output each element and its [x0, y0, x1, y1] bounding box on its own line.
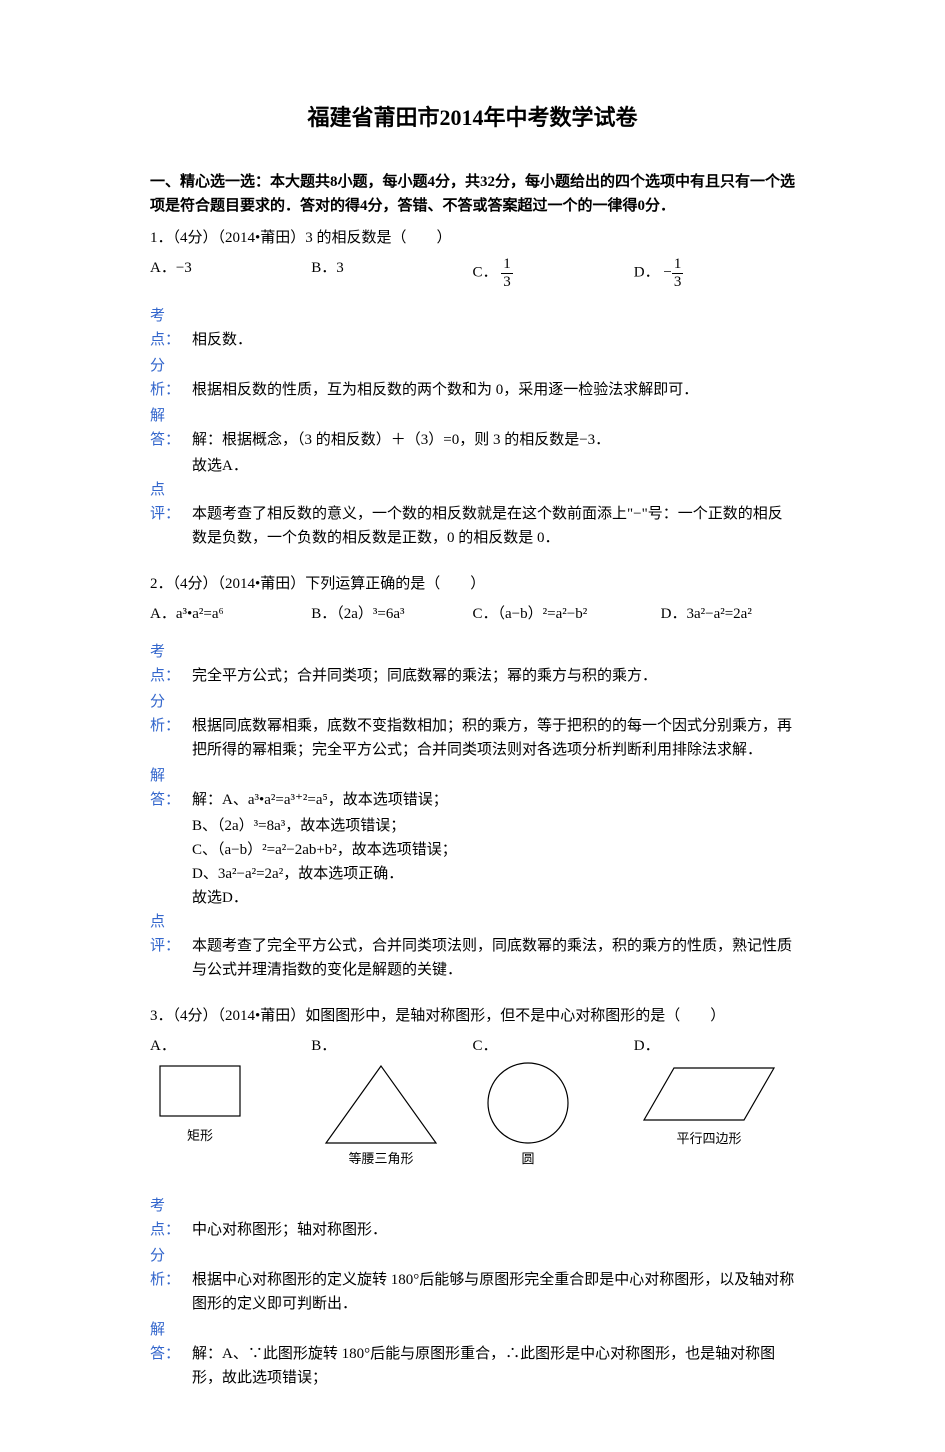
q1-option-b: B．3 [311, 256, 472, 290]
q1-stem: 1．（4分）（2014•莆田）3 的相反数是（ ） [150, 226, 795, 250]
minus-sign: − [663, 265, 671, 281]
q2-stem: 2．（4分）（2014•莆田）下列运算正确的是（ ） [150, 572, 795, 596]
q1-optd-prefix: D． [634, 265, 660, 281]
q2-jieda-line2: B、（2a）³=8a³，故本选项错误； [150, 814, 795, 838]
rectangle-caption: 矩形 [187, 1128, 213, 1143]
q1-fenxi: 分析：根据相反数的性质，互为相反数的两个数和为 0，采用逐一检验法求解即可． [150, 354, 795, 402]
q2-jieda: 解答：解：A、a³•a²=a³⁺²=a⁵，故本选项错误； [150, 764, 795, 812]
kaodian-label: 考点： [150, 304, 192, 352]
q2-option-a: A．a³•a²=a⁶ [150, 602, 311, 626]
triangle-shape-icon: 等腰三角形 [311, 1058, 451, 1168]
jieda-label: 解答： [150, 1318, 192, 1366]
q2-jieda-line4: D、3a²−a²=2a²，故本选项正确． [150, 862, 795, 886]
q3-stem: 3．（4分）（2014•莆田）如图图形中，是轴对称图形，但不是中心对称图形的是（… [150, 1004, 795, 1028]
q2-options: A．a³•a²=a⁶ B．（2a）³=6a³ C．（a−b）²=a²−b² D．… [150, 602, 795, 626]
rectangle-shape-icon: 矩形 [150, 1058, 250, 1148]
q1-option-c: C． 13 [473, 256, 634, 290]
q1-options: A．−3 B．3 C． 13 D． −13 [150, 256, 795, 290]
q3-shape-a: A． 矩形 [150, 1034, 311, 1156]
q3-kaodian: 考点：中心对称图形；轴对称图形． [150, 1194, 795, 1242]
q1-option-a: A．−3 [150, 256, 311, 290]
q3-label-d: D． [634, 1034, 795, 1058]
jieda-label: 解答： [150, 764, 192, 812]
fenxi-label: 分析： [150, 1244, 192, 1292]
q1-kaodian-text: 相反数． [192, 332, 252, 348]
q3-label-a: A． [150, 1034, 311, 1058]
q2-fenxi: 分析：根据同底数幂相乘，底数不变指数相加；积的乘方，等于把积的的每一个因式分别乘… [150, 690, 795, 762]
q1-option-d: D． −13 [634, 256, 795, 290]
circle-caption: 圆 [521, 1151, 534, 1166]
parallelogram-caption: 平行四边形 [676, 1131, 741, 1146]
q2-dianping: 点评：本题考查了完全平方公式，合并同类项法则，同底数幂的乘法，积的乘方的性质，熟… [150, 910, 795, 982]
q3-fenxi-text: 根据中心对称图形的定义旋转 180°后能够与原图形完全重合即是中心对称图形，以及… [192, 1272, 794, 1312]
jieda-label: 解答： [150, 404, 192, 452]
q1-dianping-text: 本题考查了相反数的意义，一个数的相反数就是在这个数前面添上"−"号：一个正数的相… [192, 506, 783, 546]
triangle-caption: 等腰三角形 [349, 1151, 414, 1166]
q2-option-b: B．（2a）³=6a³ [311, 602, 472, 626]
q3-label-b: B． [311, 1034, 472, 1058]
circle-shape-icon: 圆 [473, 1058, 583, 1168]
fenxi-label: 分析： [150, 690, 192, 738]
parallelogram-shape-icon: 平行四边形 [634, 1058, 784, 1153]
fraction-one-third: 13 [501, 256, 513, 290]
q1-jieda-line1: 解：根据概念，（3 的相反数）＋（3）=0，则 3 的相反数是−3． [192, 432, 610, 448]
q2-jieda-line5: 故选D． [150, 886, 795, 910]
kaodian-label: 考点： [150, 1194, 192, 1242]
q3-shape-d: D． 平行四边形 [634, 1034, 795, 1161]
kaodian-label: 考点： [150, 640, 192, 688]
q1-optc-prefix: C． [473, 265, 498, 281]
q1-jieda-line2: 故选A． [150, 454, 795, 478]
q3-shape-c: C． 圆 [473, 1034, 634, 1176]
q2-kaodian-text: 完全平方公式；合并同类项；同底数幂的乘法；幂的乘方与积的乘方． [192, 668, 657, 684]
dianping-label: 点评： [150, 478, 192, 526]
q1-dianping: 点评：本题考查了相反数的意义，一个数的相反数就是在这个数前面添上"−"号：一个正… [150, 478, 795, 550]
q1-fenxi-text: 根据相反数的性质，互为相反数的两个数和为 0，采用逐一检验法求解即可． [192, 382, 698, 398]
q3-jieda: 解答：解：A、∵此图形旋转 180°后能与原图形重合，∴此图形是中心对称图形，也… [150, 1318, 795, 1390]
q1-jieda: 解答：解：根据概念，（3 的相反数）＋（3）=0，则 3 的相反数是−3． [150, 404, 795, 452]
q2-kaodian: 考点：完全平方公式；合并同类项；同底数幂的乘法；幂的乘方与积的乘方． [150, 640, 795, 688]
q1-kaodian: 考点：相反数． [150, 304, 795, 352]
q3-label-c: C． [473, 1034, 634, 1058]
q2-jieda-line3: C、（a−b）²=a²−2ab+b²，故本选项错误； [150, 838, 795, 862]
fenxi-label: 分析： [150, 354, 192, 402]
fraction-neg-one-third: 13 [672, 256, 684, 290]
exam-title: 福建省莆田市2014年中考数学试卷 [150, 100, 795, 135]
q2-fenxi-text: 根据同底数幂相乘，底数不变指数相加；积的乘方，等于把积的的每一个因式分别乘方，再… [192, 718, 792, 758]
section-header: 一、精心选一选：本大题共8小题，每小题4分，共32分，每小题给出的四个选项中有且… [150, 170, 795, 218]
dianping-label: 点评： [150, 910, 192, 958]
q3-kaodian-text: 中心对称图形；轴对称图形． [192, 1222, 387, 1238]
q3-shape-b: B． 等腰三角形 [311, 1034, 472, 1176]
q3-fenxi: 分析：根据中心对称图形的定义旋转 180°后能够与原图形完全重合即是中心对称图形… [150, 1244, 795, 1316]
q3-shapes-row: A． 矩形 B． 等腰三角形 C． 圆 D． 平行四边形 [150, 1034, 795, 1176]
q2-option-c: C．（a−b）²=a²−b² [473, 602, 661, 626]
q2-jieda-line1: 解：A、a³•a²=a³⁺²=a⁵，故本选项错误； [192, 792, 448, 808]
q2-option-d: D．3a²−a²=2a² [661, 602, 795, 626]
q2-dianping-text: 本题考查了完全平方公式，合并同类项法则，同底数幂的乘法，积的乘方的性质，熟记性质… [192, 938, 792, 978]
q3-jieda-text: 解：A、∵此图形旋转 180°后能与原图形重合，∴此图形是中心对称图形，也是轴对… [192, 1346, 775, 1386]
